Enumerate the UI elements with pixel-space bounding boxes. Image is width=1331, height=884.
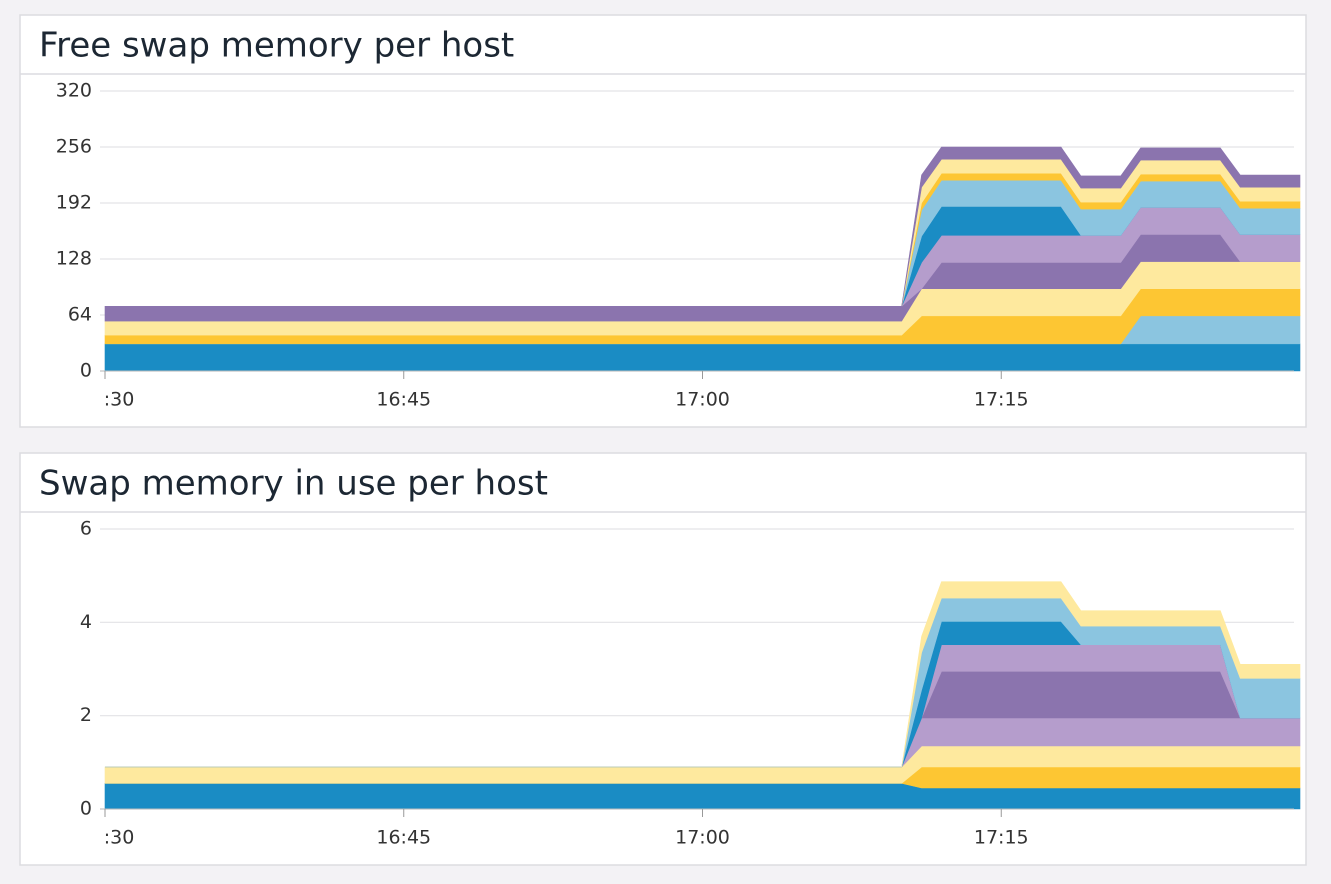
panel-title: Swap memory in use per host: [39, 464, 548, 504]
y-tick-label: 256: [56, 136, 92, 158]
area: [105, 581, 1301, 768]
y-tick-label: 128: [56, 248, 92, 270]
y-tick-label: 2: [80, 704, 92, 726]
x-tick-label: 16:45: [376, 827, 431, 849]
x-tick-label: 17:00: [675, 827, 730, 849]
y-tick-label: 192: [56, 192, 92, 214]
y-tick-label: 6: [80, 518, 92, 540]
x-tick-label: :30: [104, 389, 135, 411]
area: [105, 146, 1301, 307]
y-tick-label: 64: [68, 304, 92, 326]
y-tick-label: 0: [80, 360, 92, 382]
x-tick-label: :30: [104, 827, 135, 849]
area: [104, 343, 1301, 372]
x-tick-label: 17:15: [974, 389, 1029, 411]
x-tick-label: 17:15: [974, 827, 1029, 849]
y-tick-label: 320: [56, 80, 92, 102]
y-tick-label: 4: [80, 611, 92, 633]
panel-title: Free swap memory per host: [39, 26, 514, 66]
x-tick-label: 17:00: [675, 389, 730, 411]
y-tick-label: 0: [80, 798, 92, 820]
x-tick-label: 16:45: [376, 389, 431, 411]
